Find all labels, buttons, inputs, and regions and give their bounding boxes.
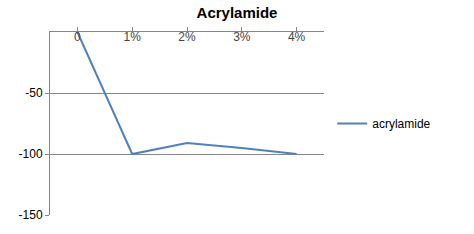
svg-text:-150: -150 <box>19 208 43 222</box>
svg-text:-100: -100 <box>19 147 43 161</box>
svg-text:1%: 1% <box>124 30 142 44</box>
svg-text:Acrylamide: Acrylamide <box>197 4 278 21</box>
svg-text:0: 0 <box>74 30 81 44</box>
svg-text:4%: 4% <box>288 30 306 44</box>
svg-text:-50: -50 <box>25 86 43 100</box>
svg-text:acrylamide: acrylamide <box>372 117 430 131</box>
svg-text:3%: 3% <box>233 30 251 44</box>
svg-text:2%: 2% <box>178 30 196 44</box>
